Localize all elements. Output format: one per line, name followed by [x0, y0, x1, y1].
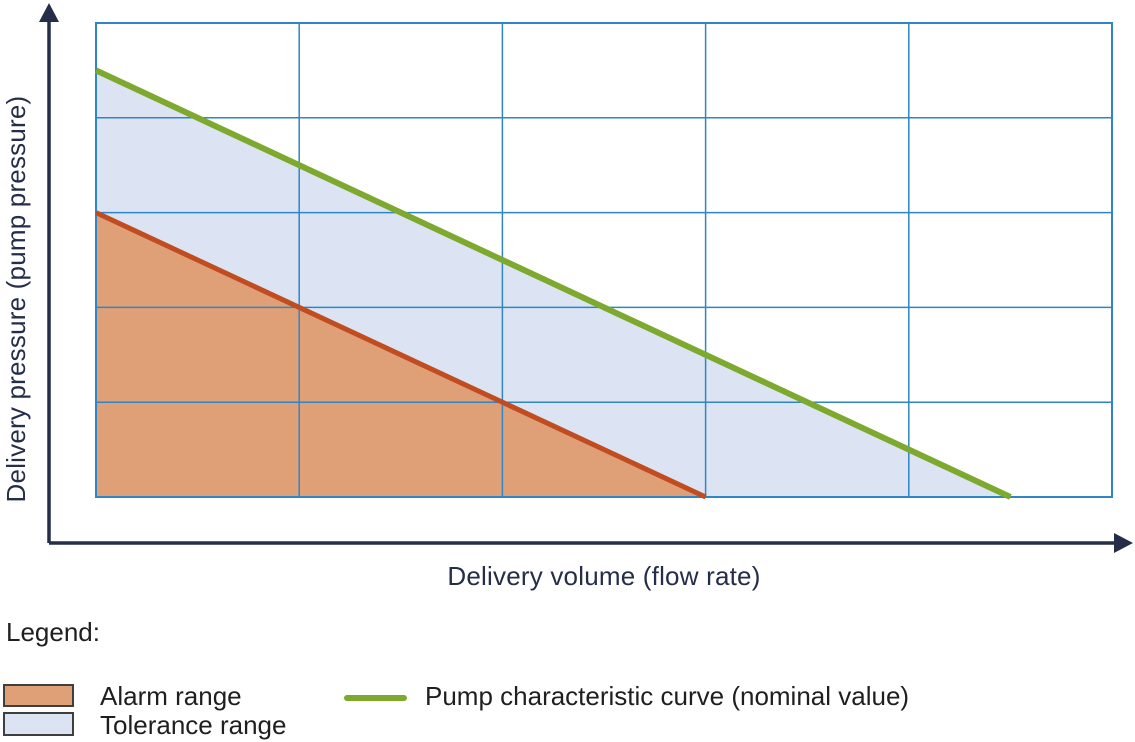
tolerance-range-label: Tolerance range	[100, 710, 287, 740]
x-axis	[49, 533, 1133, 553]
pump-curve-swatch	[344, 695, 407, 701]
alarm-range-swatch	[3, 684, 74, 707]
x-axis-label: Delivery volume (flow rate)	[447, 561, 761, 591]
plot-border	[95, 22, 1113, 498]
legend-title: Legend:	[6, 617, 100, 647]
x-axis-arrowhead-icon	[1114, 533, 1133, 553]
curves	[94, 67, 1012, 500]
pump-curve-line	[94, 67, 1012, 500]
alarm-range-label: Alarm range	[100, 681, 242, 711]
pump-curve-chart	[39, 3, 1133, 553]
alarm-limit-line	[94, 210, 707, 500]
tolerance-range-swatch	[3, 712, 74, 736]
y-axis-label: Delivery pressure (pump pressure)	[1, 95, 31, 503]
y-axis-arrowhead-icon	[39, 3, 59, 22]
pump-curve-label: Pump characteristic curve (nominal value…	[425, 681, 910, 711]
grid-lines	[96, 23, 1112, 497]
y-axis	[39, 3, 59, 543]
